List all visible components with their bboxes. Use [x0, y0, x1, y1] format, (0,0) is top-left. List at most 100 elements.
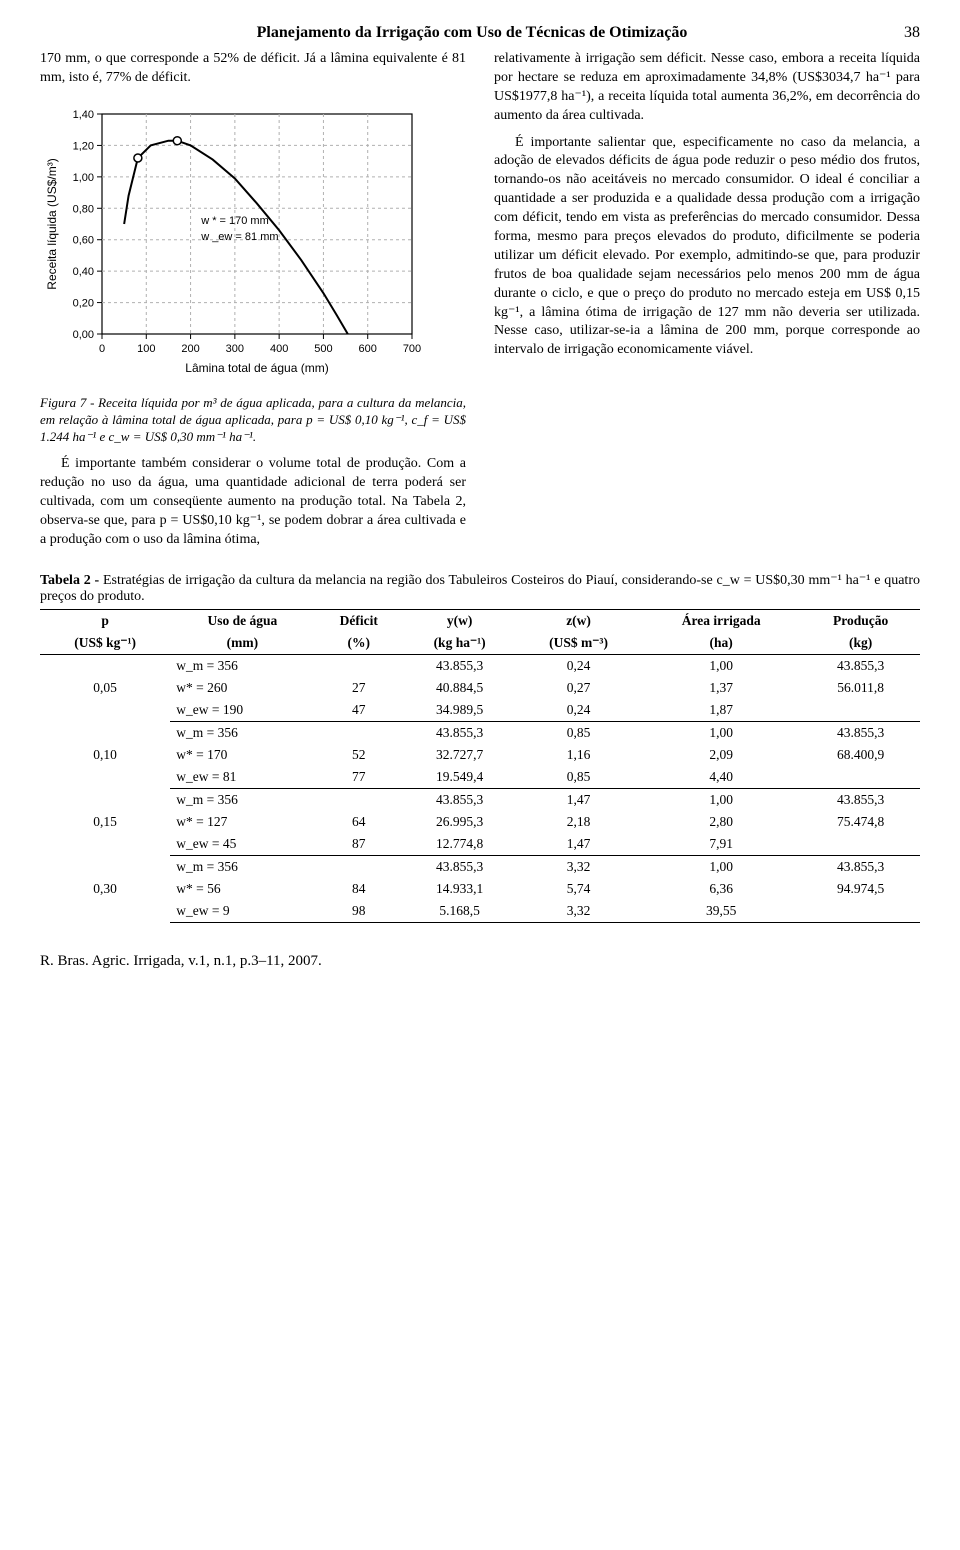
table-cell: 64 [314, 811, 403, 833]
left-para-2: É importante também considerar o volume … [40, 455, 466, 549]
table-cell: 98 [314, 900, 403, 923]
table-cell [314, 654, 403, 677]
table-cell-p: 0,30 [40, 855, 170, 922]
svg-text:w * = 170 mm: w * = 170 mm [200, 215, 269, 227]
table-cell: 43.855,3 [801, 855, 920, 878]
table-cell: w_m = 356 [170, 855, 314, 878]
table-cell: 1,47 [516, 788, 641, 811]
table-cell: 94.974,5 [801, 878, 920, 900]
table-row: w_ew = 458712.774,81,477,91 [40, 833, 920, 856]
table-cell: 3,32 [516, 855, 641, 878]
table-cell: w_ew = 9 [170, 900, 314, 923]
table-cell: 0,24 [516, 654, 641, 677]
left-para-1: 170 mm, o que corresponde a 52% de défic… [40, 50, 466, 88]
table-cell: 32.727,7 [403, 744, 516, 766]
table-header-unit-cell: (ha) [641, 632, 801, 655]
table-cell: w* = 170 [170, 744, 314, 766]
table-cell: 1,00 [641, 788, 801, 811]
table-cell: 39,55 [641, 900, 801, 923]
table-cell: 0,85 [516, 766, 641, 789]
table-header-cell: Déficit [314, 609, 403, 632]
table-cell [801, 766, 920, 789]
svg-text:Lâmina total de água (mm): Lâmina total de água (mm) [185, 361, 328, 375]
table-cell: 84 [314, 878, 403, 900]
table-header-unit-cell: (mm) [170, 632, 314, 655]
table-2: pUso de águaDéficity(w)z(w)Área irrigada… [40, 609, 920, 923]
table-row: w_ew = 9985.168,53,3239,55 [40, 900, 920, 923]
table-cell: 27 [314, 677, 403, 699]
table-cell: 5,74 [516, 878, 641, 900]
table-cell: 75.474,8 [801, 811, 920, 833]
svg-text:300: 300 [226, 343, 244, 355]
table-row: 0,05w_m = 35643.855,30,241,0043.855,3 [40, 654, 920, 677]
table-head: pUso de águaDéficity(w)z(w)Área irrigada… [40, 609, 920, 654]
table-cell [801, 699, 920, 722]
table-cell: 40.884,5 [403, 677, 516, 699]
svg-text:1,40: 1,40 [73, 109, 94, 121]
table-cell: 52 [314, 744, 403, 766]
table-cell-p: 0,05 [40, 654, 170, 721]
table-cell: 43.855,3 [801, 721, 920, 744]
table-cell: 7,91 [641, 833, 801, 856]
table-cell: 2,18 [516, 811, 641, 833]
table-row: 0,15w_m = 35643.855,31,471,0043.855,3 [40, 788, 920, 811]
chart-svg: 01002003004005006007000,000,200,400,600,… [40, 96, 440, 386]
right-column: relativamente à irrigação sem déficit. N… [494, 50, 920, 558]
table-cell: 0,24 [516, 699, 641, 722]
left-column: 170 mm, o que corresponde a 52% de défic… [40, 50, 466, 558]
svg-text:700: 700 [403, 343, 421, 355]
table-cell: w_ew = 45 [170, 833, 314, 856]
table-cell: 12.774,8 [403, 833, 516, 856]
page-number: 38 [904, 24, 920, 42]
svg-text:w _ew = 81 mm: w _ew = 81 mm [200, 231, 278, 243]
journal-footer: R. Bras. Agric. Irrigada, v.1, n.1, p.3–… [40, 953, 920, 970]
table-cell: 14.933,1 [403, 878, 516, 900]
table-cell: 43.855,3 [403, 721, 516, 744]
svg-text:0,60: 0,60 [73, 234, 94, 246]
svg-text:400: 400 [270, 343, 288, 355]
table-header-cell: Uso de água [170, 609, 314, 632]
table-cell: 1,87 [641, 699, 801, 722]
svg-text:1,20: 1,20 [73, 140, 94, 152]
table-cell: 77 [314, 766, 403, 789]
table-cell: w_m = 356 [170, 654, 314, 677]
table-cell: 3,32 [516, 900, 641, 923]
svg-text:0,40: 0,40 [73, 266, 94, 278]
two-column-layout: 170 mm, o que corresponde a 52% de défic… [40, 50, 920, 558]
table-cell [801, 833, 920, 856]
table-2-caption-label: Tabela 2 - [40, 573, 103, 588]
table-body: 0,05w_m = 35643.855,30,241,0043.855,3w* … [40, 654, 920, 922]
table-cell: 43.855,3 [801, 654, 920, 677]
table-cell [314, 855, 403, 878]
table-header-cell: y(w) [403, 609, 516, 632]
table-cell: 4,40 [641, 766, 801, 789]
table-header-unit-cell: (%) [314, 632, 403, 655]
table-cell: w* = 56 [170, 878, 314, 900]
table-cell: 56.011,8 [801, 677, 920, 699]
table-cell: 43.855,3 [403, 855, 516, 878]
table-cell: 43.855,3 [801, 788, 920, 811]
svg-text:0,20: 0,20 [73, 297, 94, 309]
table-cell [314, 788, 403, 811]
svg-text:0: 0 [99, 343, 105, 355]
table-header-cell: z(w) [516, 609, 641, 632]
table-cell: 1,37 [641, 677, 801, 699]
table-cell: 43.855,3 [403, 788, 516, 811]
table-cell: w_ew = 81 [170, 766, 314, 789]
table-header-unit-cell: (US$ m⁻³) [516, 632, 641, 655]
table-cell: 1,00 [641, 721, 801, 744]
table-row: 0,30w_m = 35643.855,33,321,0043.855,3 [40, 855, 920, 878]
table-row: 0,10w_m = 35643.855,30,851,0043.855,3 [40, 721, 920, 744]
svg-text:500: 500 [314, 343, 332, 355]
table-2-caption: Tabela 2 - Estratégias de irrigação da c… [40, 572, 920, 605]
table-cell: 87 [314, 833, 403, 856]
table-cell [801, 900, 920, 923]
table-row: w* = 568414.933,15,746,3694.974,5 [40, 878, 920, 900]
table-cell: 0,85 [516, 721, 641, 744]
svg-text:100: 100 [137, 343, 155, 355]
figure-7-caption: Figura 7 - Receita líquida por m³ de águ… [40, 395, 466, 446]
table-cell: 19.549,4 [403, 766, 516, 789]
svg-text:Receita líquida (US$/m³): Receita líquida (US$/m³) [45, 158, 59, 289]
svg-text:1,00: 1,00 [73, 172, 94, 184]
table-cell: 43.855,3 [403, 654, 516, 677]
